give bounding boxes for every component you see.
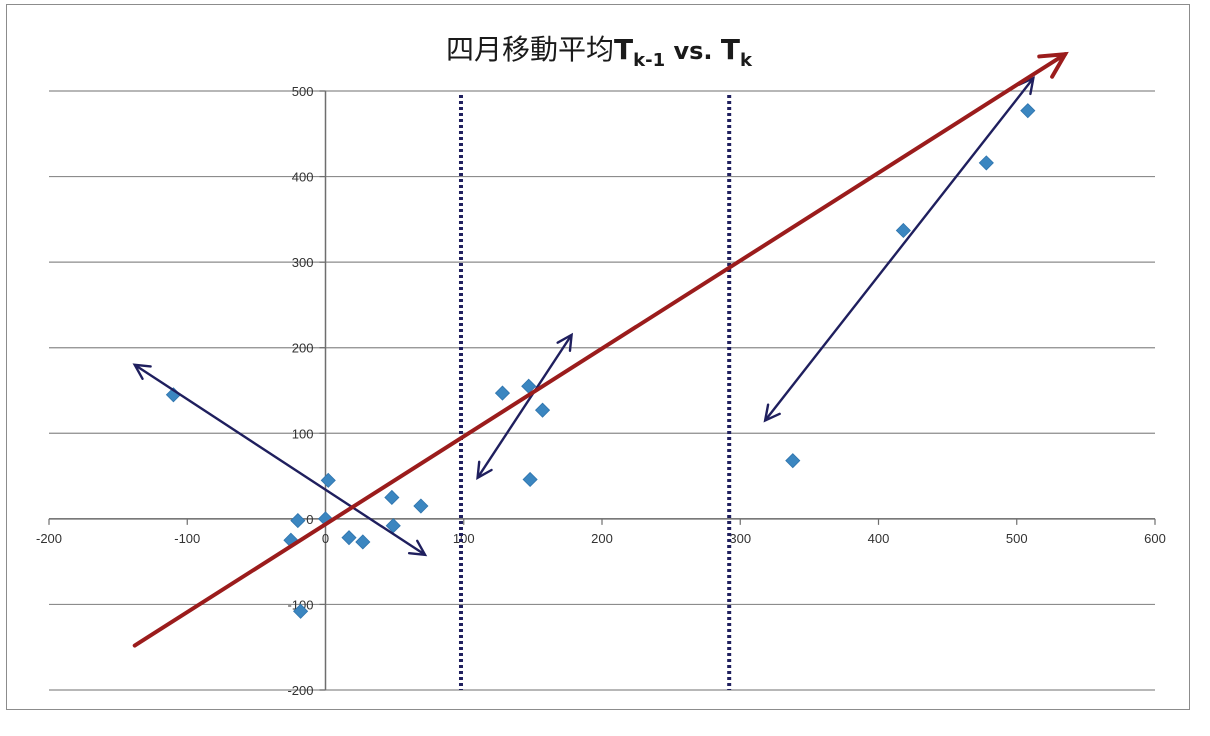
title-var2-subscript: k: [740, 50, 753, 71]
x-tick-label-6: 400: [868, 531, 890, 546]
annotation-arrow-0: [134, 363, 426, 556]
x-tick-labels: -200 -100 0 100 200 300 400 500 600: [36, 531, 1166, 546]
data-point-13: [522, 471, 538, 488]
annotation-arrow-head-start-0: [132, 363, 152, 380]
y-tick-label-4: 200: [292, 341, 314, 356]
data-point-10: [413, 498, 429, 514]
annotation-arrow-2: [764, 77, 1035, 422]
annotation-arrow-head-end-1: [556, 332, 574, 352]
x-tick-label-4: 200: [591, 531, 613, 546]
x-tick-label-8: 600: [1144, 531, 1166, 546]
data-point-11: [494, 385, 511, 401]
data-point-16: [895, 222, 911, 239]
data-point-8: [384, 489, 400, 506]
data-point-6: [341, 530, 357, 546]
y-tick-label-5: 300: [292, 255, 314, 270]
title-var2: T: [721, 33, 740, 66]
data-point-17: [978, 155, 994, 171]
annotation-arrow-1: [476, 334, 573, 479]
annotation-arrow-head-end-0: [407, 539, 428, 557]
annotation-arrow-head-start-1: [476, 460, 493, 480]
y-tick-label-2: 0: [306, 512, 313, 527]
y-tick-label-7: 500: [292, 84, 314, 99]
title-var1: T: [614, 33, 633, 66]
data-point-5: [320, 472, 336, 488]
data-point-7: [355, 534, 371, 550]
scatter-chart: -200 -100 0 100 200 300 400 500 600 -200 -100 0 100…: [36, 33, 1166, 698]
trend-arrow: [132, 52, 1068, 648]
x-tick-label-1: -100: [174, 531, 200, 546]
data-point-18: [1020, 103, 1036, 119]
y-tick-label-3: 100: [292, 426, 314, 441]
chart-frame: -200 -100 0 100 200 300 400 500 600 -200 -100 0 100…: [6, 4, 1190, 710]
y-tick-label-6: 400: [292, 170, 314, 185]
gridlines: [49, 90, 1155, 691]
x-tick-label-7: 500: [1006, 531, 1028, 546]
x-tick-label-5: 300: [729, 531, 751, 546]
trend-arrow-layer: [132, 51, 1069, 648]
chart-title: 四月移動平均Tk-1 vs. Tk: [446, 33, 753, 71]
trend-arrow-head: [1037, 51, 1069, 79]
data-point-2: [290, 513, 306, 529]
y-tick-label-0: -200: [287, 683, 313, 698]
data-point-14: [534, 402, 551, 418]
axes: [48, 90, 1156, 691]
data-point-3: [293, 603, 309, 619]
x-tick-label-0: -200: [36, 531, 62, 546]
x-tick-label-3: 100: [453, 531, 475, 546]
title-var1-subscript: k-1: [633, 50, 665, 71]
annotation-arrow-head-start-2: [763, 403, 781, 423]
title-mid: vs.: [665, 37, 721, 65]
x-tick-label-2: 0: [322, 531, 329, 546]
title-text: 四月移動平均: [446, 33, 614, 66]
annotation-arrows: [132, 76, 1035, 557]
data-point-15: [785, 453, 801, 469]
